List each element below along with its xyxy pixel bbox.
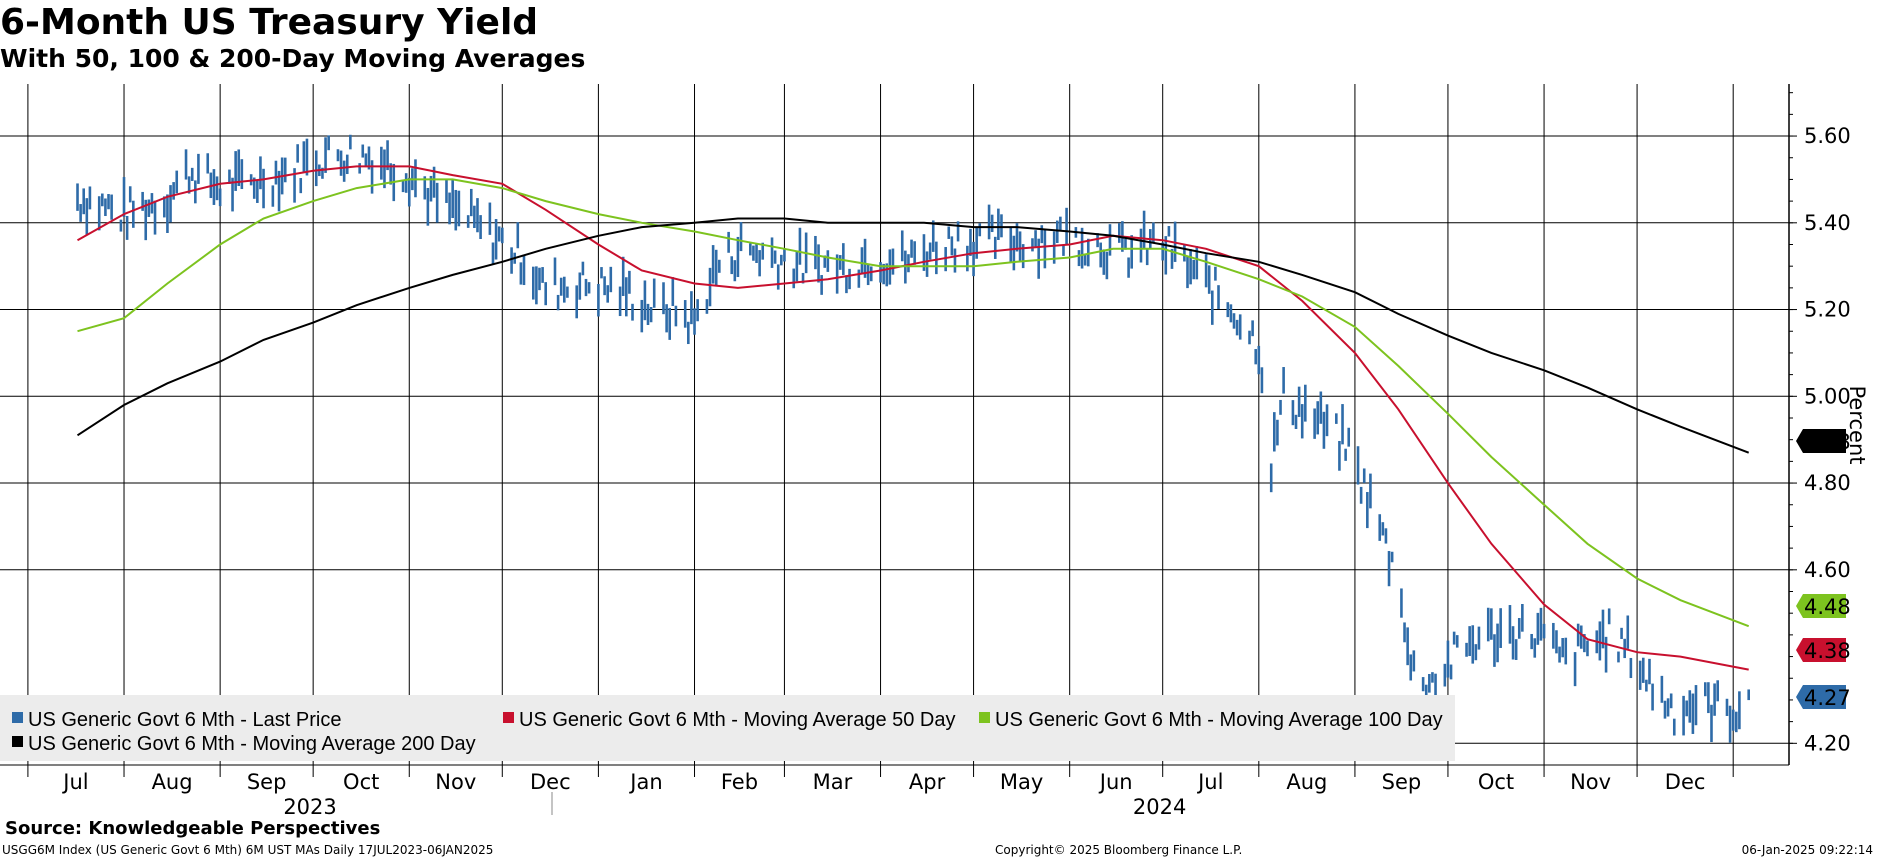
x-tick-label: May [1000,770,1043,794]
x-tick-label: Aug [1286,770,1327,794]
x-tick-label: Dec [530,770,571,794]
x-tick-label: Jan [628,770,662,794]
legend-swatch-last-price [12,712,23,723]
moving-average-lines [76,165,1750,671]
x-tick-label: Sep [247,770,287,794]
x-tick-label: Dec [1665,770,1706,794]
y-tick-label: 5.20 [1804,298,1851,322]
legend-swatch-ma50 [503,712,514,723]
ma50-line [77,165,1749,671]
x-tick-label: Nov [1570,770,1611,794]
legend-label-last-price: US Generic Govt 6 Mth - Last Price [28,709,341,731]
y-tick-label: 5.40 [1804,211,1851,235]
last-value-ma100: 4.48 [1804,595,1851,619]
legend-swatch-ma200 [12,736,23,747]
footer-timestamp: 06-Jan-2025 09:22:14 [1741,843,1873,857]
x-year-label: 2023 [283,795,336,819]
x-axis-year-labels: 2023 2024 [283,795,1186,819]
x-tick-label: Aug [152,770,193,794]
chart-title: 6-Month US Treasury Yield [0,2,539,43]
last-value-tag-last-price: 4.27 [1796,685,1851,710]
x-tick-label: Mar [813,770,853,794]
y-tick-label: 5.60 [1804,124,1851,148]
legend: US Generic Govt 6 Mth - Last Price US Ge… [0,695,1455,761]
ma200-line [76,217,1750,454]
y-tick-label: 4.20 [1804,731,1851,755]
vertical-gridlines [27,84,1734,765]
y-axis-label: Percent [1845,385,1869,464]
last-value-ma200: 4.88 [1804,430,1851,454]
y-tick-label: 4.80 [1804,471,1851,495]
legend-swatch-ma100 [979,712,990,723]
last-value-tag-ma200: 4.88 [1796,429,1851,454]
last-value-tag-ma50: 4.38 [1796,638,1851,663]
chart-subtitle: With 50, 100 & 200-Day Moving Averages [0,44,586,73]
legend-label-ma200: US Generic Govt 6 Mth - Moving Average 2… [28,733,476,755]
y-axis-ticks: 5.60 5.40 5.20 5.00 4.80 4.60 4.20 [1789,92,1851,755]
x-tick-label: Jul [1196,770,1223,794]
x-year-label: 2024 [1133,795,1186,819]
x-tick-label: Apr [909,770,946,794]
last-value-tag-ma100: 4.48 [1796,594,1851,619]
legend-background [0,695,1455,761]
source-note: Source: Knowledgeable Perspectives [5,818,381,839]
legend-label-ma50: US Generic Govt 6 Mth - Moving Average 5… [519,709,956,731]
x-tick-label: Jun [1098,770,1133,794]
x-tick-label: Feb [721,770,758,794]
x-axis-month-labels: Jul Aug Sep Oct Nov Dec Jan Feb Mar Apr May Jun Jul A… [27,765,1734,794]
horizontal-gridlines [0,135,1789,744]
last-value-ma50: 4.38 [1804,639,1851,663]
x-tick-label: Oct [1478,770,1514,794]
legend-label-ma100: US Generic Govt 6 Mth - Moving Average 1… [995,709,1443,731]
x-tick-label: Sep [1382,770,1422,794]
last-value-tags: 4.88 4.48 4.38 4.27 [1796,429,1851,710]
footer-index-info: USGG6M Index (US Generic Govt 6 Mth) 6M … [2,843,494,857]
x-tick-label: Nov [435,770,476,794]
last-price-bars [76,134,1750,743]
x-tick-label: Oct [343,770,379,794]
x-tick-label: Jul [61,770,88,794]
y-tick-label: 5.00 [1804,384,1851,408]
last-value-last-price: 4.27 [1804,686,1851,710]
ma100-line [77,178,1750,628]
footer-copyright: Copyright© 2025 Bloomberg Finance L.P. [995,843,1243,857]
y-tick-label: 4.60 [1804,558,1851,582]
